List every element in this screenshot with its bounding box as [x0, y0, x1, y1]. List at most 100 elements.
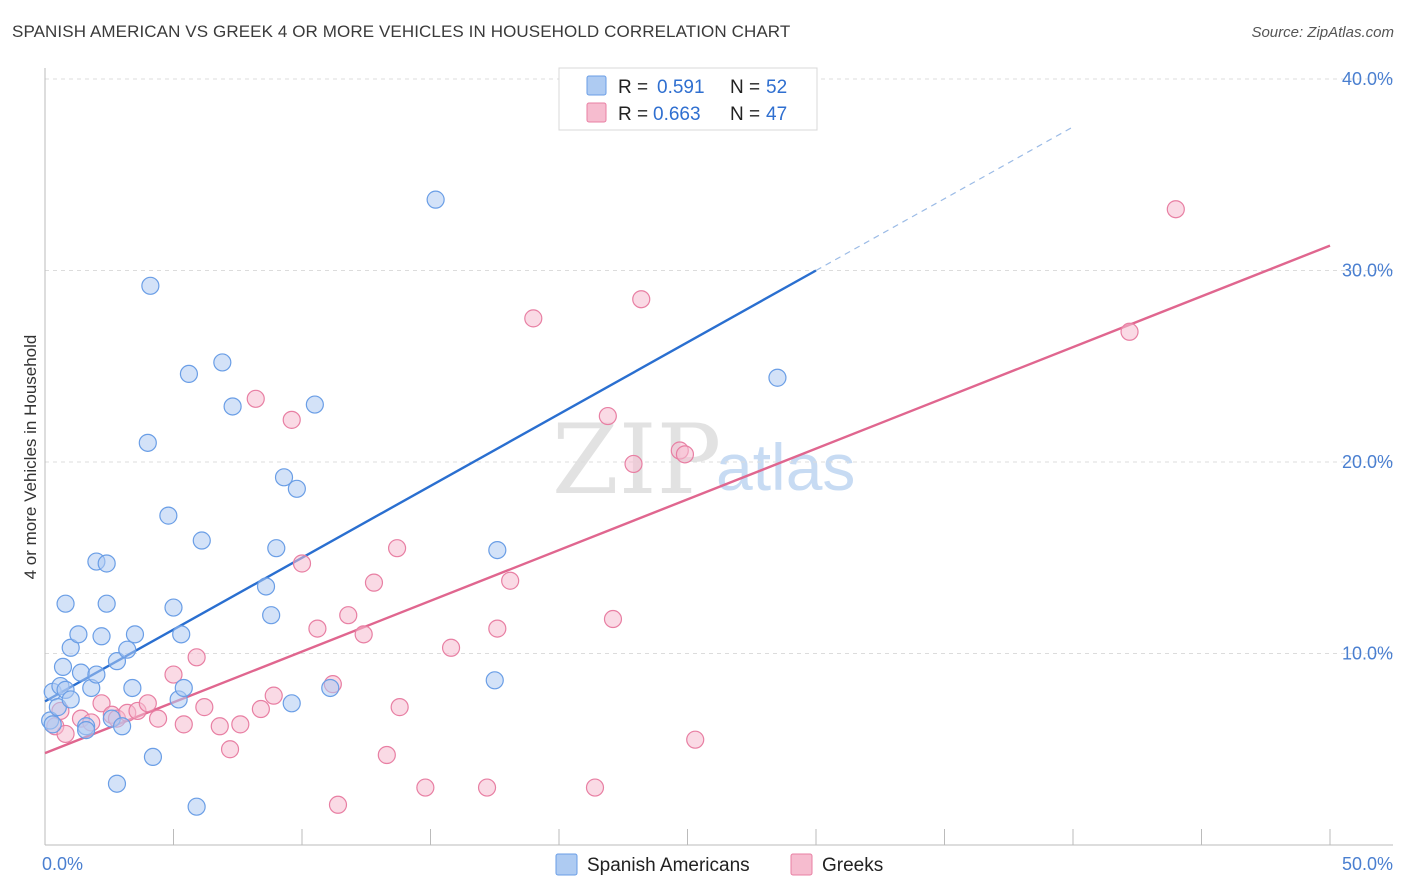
spanish-point-39	[262, 606, 281, 625]
greeks-point-21	[264, 686, 283, 705]
source-label: Source: ZipAtlas.com	[1251, 24, 1394, 41]
spanish-point-4	[53, 657, 73, 677]
spanish-point-24	[107, 774, 127, 793]
greeks-point-45	[675, 445, 695, 464]
spanish-point-6	[56, 594, 75, 613]
greeks-point-12	[164, 665, 183, 684]
spanish-point-35	[192, 531, 211, 550]
greeks-point-34	[441, 638, 461, 657]
greeks-point-17	[220, 740, 240, 759]
spanish-point-46	[426, 190, 445, 209]
legend-n-label-2: N =	[730, 104, 760, 125]
greeks-point-10	[138, 694, 157, 713]
greeks-point-13	[174, 715, 193, 734]
greeks-point-46	[686, 730, 705, 749]
spanish-point-23	[125, 625, 145, 644]
spanish-point-47	[485, 671, 504, 690]
spanish-point-25	[138, 433, 157, 452]
spanish-point-33	[179, 364, 199, 384]
spanish-point-17	[97, 554, 116, 573]
greeks-point-47	[1120, 322, 1139, 341]
y-tick-label-40: 40.0%	[1342, 69, 1393, 89]
chart-title: SPANISH AMERICAN VS GREEK 4 OR MORE VEHI…	[12, 22, 791, 41]
greeks-point-14	[187, 648, 206, 667]
gridlines	[45, 78, 1393, 654]
greeks-point-15	[195, 698, 214, 717]
spanish-point-16	[97, 594, 116, 613]
greeks-point-28	[354, 625, 373, 644]
spanish-point-32	[172, 625, 191, 644]
greeks-point-11	[148, 709, 168, 728]
x-tick-label-0: 0.0%	[42, 854, 83, 874]
spanish-point-42	[282, 694, 301, 713]
spanish-point-48	[488, 540, 507, 560]
spanish-point-41	[274, 468, 294, 487]
bottom-legend-spanish: Spanish Americans	[587, 855, 750, 876]
legend: R = 0.591 N = 52 R = 0.663 N = 47	[558, 67, 818, 131]
spanish-point-26	[141, 276, 160, 295]
legend-r-value-1: 0.591	[657, 77, 705, 98]
spanish-point-31	[174, 678, 193, 698]
greeks-point-18	[231, 715, 250, 734]
legend-r-label-1: R =	[618, 77, 648, 98]
greeks-point-43	[632, 290, 651, 309]
greeks-point-33	[416, 778, 435, 797]
legend-swatch-greeks	[586, 102, 607, 123]
spanish-point-19	[107, 652, 127, 671]
trend-line-greeks	[44, 244, 1331, 755]
spanish-point-44	[305, 395, 324, 414]
greeks-point-19	[246, 389, 265, 408]
spanish-point-34	[187, 797, 206, 816]
spanish-point-13	[87, 665, 106, 684]
greeks-point-38	[524, 309, 543, 328]
spanish-point-22	[123, 678, 142, 698]
spanish-point-21	[118, 640, 137, 659]
bottom-legend-swatch-spanish	[555, 853, 578, 876]
spanish-point-37	[223, 397, 242, 416]
spanish-point-51	[77, 720, 96, 740]
bottom-legend-swatch-greeks	[790, 853, 813, 876]
greeks-point-2	[56, 724, 75, 744]
spanish-point-27	[143, 747, 163, 767]
greeks-point-26	[328, 795, 348, 814]
greeks-point-36	[488, 619, 507, 638]
trend-line-extension-spanish	[815, 126, 1074, 272]
bottom-legend-greeks: Greeks	[822, 855, 883, 876]
spanish-point-49	[768, 368, 787, 387]
spanish-point-45	[321, 678, 340, 698]
spanish-point-20	[112, 717, 132, 736]
spanish-point-50	[43, 715, 62, 734]
spanish-point-8	[61, 638, 80, 657]
bottom-legend: Spanish Americans Greeks	[555, 853, 883, 876]
greeks-point-27	[339, 606, 358, 625]
greeks-point-31	[387, 539, 407, 558]
spanish-point-10	[71, 663, 91, 682]
y-tick-label-30: 30.0%	[1342, 261, 1393, 281]
greeks-point-24	[308, 619, 327, 638]
spanish-point-36	[213, 353, 232, 372]
greeks-point-5	[92, 694, 111, 713]
x-tick-label-50: 50.0%	[1342, 854, 1393, 874]
greeks-point-37	[501, 571, 520, 590]
data-points	[41, 190, 1185, 816]
legend-r-label-2: R =	[618, 104, 648, 125]
spanish-point-38	[256, 577, 276, 596]
tick-labels: 10.0% 20.0% 30.0% 40.0% 0.0% 50.0%	[42, 69, 1393, 874]
spanish-point-40	[267, 539, 286, 558]
legend-n-label-1: N =	[730, 77, 760, 98]
greeks-point-39	[585, 778, 605, 797]
greeks-point-35	[477, 778, 497, 797]
spanish-point-15	[92, 627, 111, 646]
greeks-point-42	[624, 454, 643, 474]
greeks-point-41	[603, 609, 623, 629]
greeks-point-23	[292, 554, 312, 573]
y-tick-label-20: 20.0%	[1342, 452, 1393, 472]
greeks-point-16	[210, 717, 229, 736]
greeks-point-20	[251, 699, 270, 719]
y-axis-label: 4 or more Vehicles in Household	[21, 335, 40, 580]
greeks-point-29	[364, 573, 384, 592]
legend-r-value-2: 0.663	[653, 104, 701, 125]
greeks-point-32	[390, 698, 409, 717]
spanish-point-7	[61, 690, 80, 709]
